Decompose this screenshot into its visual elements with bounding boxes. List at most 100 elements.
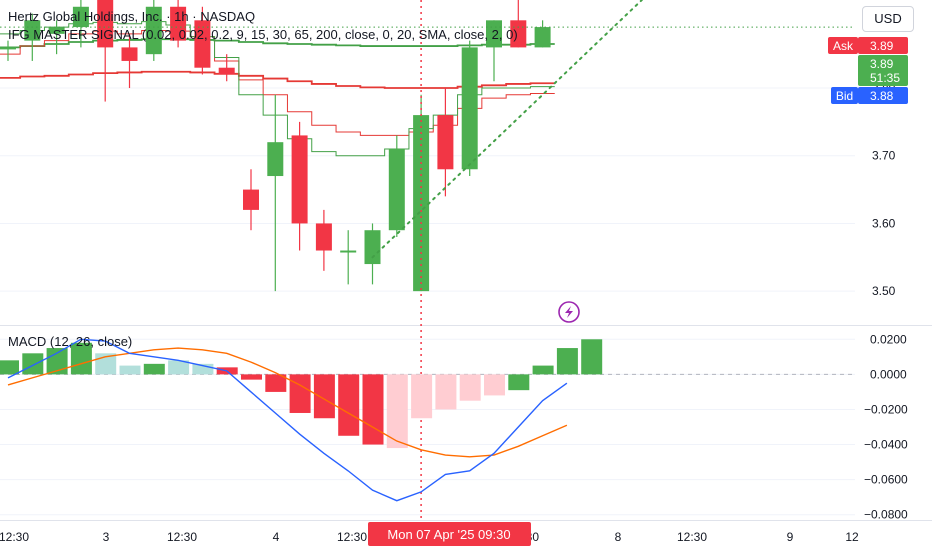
time-axis-label: 12:30 [167, 530, 197, 544]
candle-body [0, 47, 16, 50]
macd-histogram-bar [556, 348, 578, 375]
macd-histogram-bar [313, 374, 335, 419]
candle-body [24, 20, 41, 41]
macd-histogram-bar [265, 374, 287, 392]
candle-body [72, 6, 89, 28]
ask-value-bg [858, 37, 908, 54]
axes: 3.503.603.703.800.02000.0000−0.0200−0.04… [0, 9, 908, 544]
drawing-layer [0, 0, 855, 520]
candle-body [315, 223, 332, 251]
bid-tag: Bid 3.88 [831, 87, 908, 104]
macd-line [7, 338, 568, 502]
macd-signal-line [7, 347, 568, 458]
candle-body [388, 148, 405, 231]
candle [340, 230, 357, 285]
macd-pane [0, 338, 855, 502]
macd-histogram-bar [508, 374, 530, 391]
macd-axis-label: −0.0400 [864, 438, 908, 452]
macd-histogram-bar [289, 374, 311, 413]
macd-histogram-bar [411, 374, 433, 419]
price-axis-label: 3.70 [872, 149, 896, 163]
macd-histogram-bar [338, 374, 360, 436]
macd-axis-label: 0.0000 [870, 367, 907, 381]
bid-value-bg [858, 87, 908, 104]
moving-average-line [0, 38, 555, 49]
indicator-legend: IFG MASTER SIGNAL (0.02, 0.02, 0.2, 9, 1… [8, 27, 518, 42]
candle [0, 40, 16, 61]
candle-body [243, 189, 259, 210]
macd-histogram-bar [435, 374, 457, 410]
candle-body [97, 0, 114, 48]
candle [243, 169, 259, 231]
moving-average-line [0, 21, 555, 157]
bar-countdown: 51:35 [870, 71, 900, 85]
candle-body [437, 115, 454, 170]
candle [534, 20, 551, 48]
ask-label: Ask [833, 39, 854, 53]
time-axis-label: 12:30 [337, 530, 367, 544]
macd-axis-label: −0.0800 [864, 508, 908, 522]
last-price-bg [858, 55, 908, 86]
ask-label-bg [828, 37, 858, 54]
macd-axis-label: 0.0200 [870, 332, 907, 346]
lightning-icon-bolt [565, 306, 573, 318]
price-axis-label: 3.50 [872, 284, 896, 298]
candle [121, 33, 138, 89]
candle [194, 6, 211, 75]
candle-body [267, 142, 284, 177]
macd-histogram-bar [119, 365, 141, 375]
lightning-icon [558, 301, 580, 323]
time-axis-label: 8 [615, 530, 622, 544]
moving-average-lines [0, 21, 555, 157]
macd-histogram-bar [386, 374, 408, 449]
macd-histogram-bar [143, 363, 165, 375]
time-axis-label: 9 [787, 530, 794, 544]
macd-axis-label: −0.0200 [864, 402, 908, 416]
ask-tag: Ask 3.89 [828, 37, 908, 54]
time-axis-label: 12:30 [677, 530, 707, 544]
candle [267, 94, 284, 292]
candle-body [534, 27, 551, 48]
time-axis-label: 12 [845, 530, 859, 544]
candlestick-series [0, 0, 551, 292]
crosshair-time-label: Mon 07 Apr '25 09:30 [368, 522, 531, 546]
candle-body [461, 47, 478, 170]
price-axis-label: 3.60 [872, 216, 896, 230]
crosshair-time-bg [368, 522, 531, 546]
lightning-icon-ring [558, 301, 580, 323]
candle-body [340, 250, 357, 253]
candle [97, 0, 114, 102]
ask-value: 3.89 [870, 39, 894, 53]
crosshair-time-text: Mon 07 Apr '25 09:30 [387, 527, 510, 542]
macd-histogram-bar [362, 374, 384, 445]
macd-histogram-bar [484, 374, 505, 396]
candle-body [48, 27, 65, 34]
macd-histogram-bar [581, 339, 603, 375]
candle [388, 135, 405, 237]
time-axis-label: 12:30 [0, 530, 29, 544]
candle [24, 13, 41, 61]
candle [48, 20, 65, 55]
candle [170, 0, 187, 48]
time-axis-label: 4 [273, 530, 280, 544]
trendline [371, 0, 643, 259]
candle-body [291, 135, 308, 224]
candle-body [121, 47, 138, 61]
macd-histogram-bar [46, 348, 68, 375]
currency-button[interactable]: USD [862, 6, 914, 32]
macd-histogram-bar [241, 374, 262, 380]
chart-title: Hertz Global Holdings, Inc. · 1h · NASDA… [8, 9, 255, 24]
macd-axis-label: −0.0600 [864, 473, 908, 487]
candle-body [364, 230, 381, 265]
bid-label: Bid [836, 89, 853, 103]
macd-histogram-bar [459, 374, 481, 401]
bid-label-bg [831, 87, 858, 104]
candle [72, 0, 89, 48]
candle-body [486, 20, 502, 48]
candle [437, 88, 454, 197]
macd-histogram-bar [0, 360, 19, 375]
candle-body [194, 20, 211, 68]
